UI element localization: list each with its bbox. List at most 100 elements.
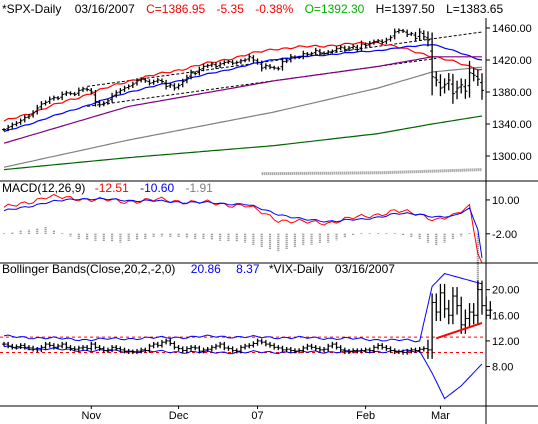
- vix-bar: [272, 343, 277, 350]
- vix-axis-tick-label: 8.00: [492, 362, 513, 374]
- vix-bar: [26, 345, 31, 351]
- price-bar: [164, 79, 169, 90]
- vix-bar: [184, 346, 189, 353]
- price-bar: [342, 45, 347, 52]
- vix-bar: [226, 345, 231, 351]
- vix-bar: [292, 348, 297, 354]
- bollinger-lower-band: [3, 345, 483, 400]
- vix-bar: [147, 343, 152, 353]
- vix-bar: [118, 346, 123, 353]
- vix-bar: [351, 348, 356, 354]
- price-bar: [139, 77, 144, 83]
- vix-bar: [80, 345, 85, 351]
- price-axis-tick-label: 1460.00: [492, 23, 532, 35]
- price-bar: [305, 52, 310, 57]
- vix-bar: [355, 348, 360, 354]
- vix-axis-tick-label: 12.00: [492, 336, 520, 348]
- vix-axis-tick-label: 16.00: [492, 310, 520, 322]
- vix-bar: [405, 348, 410, 355]
- price-bar: [338, 45, 343, 51]
- vix-bar: [367, 347, 372, 353]
- price-bar: [176, 83, 181, 90]
- vix-bar: [438, 283, 443, 322]
- price-bar: [380, 39, 385, 45]
- price-bar: [101, 101, 106, 107]
- price-bar: [26, 113, 31, 120]
- vix-bar: [197, 345, 202, 354]
- macd-label: MACD(12,26,9): [2, 181, 85, 195]
- price-bar: [93, 89, 98, 107]
- macd-signal-line: [3, 197, 483, 258]
- price-bar: [292, 55, 297, 60]
- vix-bar: [442, 283, 447, 318]
- price-bar: [39, 101, 44, 110]
- vix-bar: [230, 346, 235, 353]
- price-bar: [317, 48, 322, 56]
- price-bar: [355, 44, 360, 53]
- vix-bar: [288, 346, 293, 353]
- price-bar: [85, 87, 90, 92]
- vix-bar: [143, 347, 148, 353]
- price-bar: [276, 66, 281, 71]
- spx-header: *SPX-Daily 03/16/2007 C=1386.95 -5.35 -0…: [2, 2, 503, 16]
- price-bar: [97, 99, 102, 108]
- price-bar: [425, 31, 430, 47]
- price-bar: [359, 40, 364, 52]
- vix-bar: [401, 349, 406, 355]
- vix-bar: [259, 338, 264, 345]
- x-axis-label: 07: [251, 410, 263, 422]
- price-bar: [155, 77, 160, 84]
- macd-panel: 10.00 -2.00: [2, 193, 520, 290]
- vix-bar: [64, 341, 69, 350]
- bb-header: Bollinger Bands(Close,20,2,-2,0) 20.86 8…: [2, 262, 395, 276]
- price-bar: [105, 98, 110, 105]
- price-bar: [471, 67, 476, 82]
- price-bar: [463, 79, 468, 99]
- vix-bar: [76, 345, 81, 352]
- price-bar: [2, 128, 6, 132]
- price-bar: [43, 100, 48, 106]
- price-bar: [459, 78, 464, 94]
- price-bar: [172, 83, 177, 91]
- price-bar: [413, 31, 418, 42]
- vix-bar: [388, 346, 393, 353]
- price-bar: [450, 73, 455, 104]
- price-bar: [114, 90, 119, 98]
- price-bar: [226, 59, 231, 64]
- vix-bar: [334, 341, 339, 350]
- price-bar: [272, 65, 277, 70]
- price-bar: [313, 47, 318, 56]
- price-axis-tick-label: 1380.00: [492, 87, 532, 99]
- macd-axis-tick-label: 10.00: [492, 195, 520, 207]
- vix-bar: [176, 345, 181, 351]
- vix-bar: [376, 343, 381, 350]
- price-bar: [301, 50, 306, 60]
- vix-bar: [396, 349, 401, 355]
- price-bar: [31, 110, 36, 118]
- ma-grey-line: [3, 66, 483, 168]
- vix-bar: [317, 346, 322, 353]
- vix-bar: [122, 347, 127, 354]
- price-bar: [56, 96, 61, 101]
- price-bar: [255, 58, 260, 65]
- x-axis-label: Mar: [431, 410, 450, 422]
- vix-bar: [459, 296, 464, 334]
- vix-bar: [93, 341, 98, 350]
- vix-bar: [238, 345, 243, 354]
- x-axis: Nov Dec 07 Feb Mar: [82, 406, 450, 422]
- vix-bar: [363, 347, 368, 353]
- price-bar: [126, 84, 131, 90]
- x-axis-label: Nov: [82, 410, 102, 422]
- price-bar: [209, 61, 214, 68]
- price-bar: [467, 60, 472, 98]
- price-bar: [442, 78, 447, 94]
- vix-axis-tick-label: 20.00: [492, 285, 520, 297]
- vix-bar: [243, 343, 248, 350]
- vix-bar: [234, 348, 239, 354]
- vix-bar: [126, 348, 131, 355]
- price-bar: [213, 62, 218, 69]
- price-bar: [10, 122, 15, 129]
- spx-symbol: *SPX-Daily: [2, 2, 61, 16]
- price-bar: [334, 46, 339, 53]
- vix-bar: [164, 338, 169, 345]
